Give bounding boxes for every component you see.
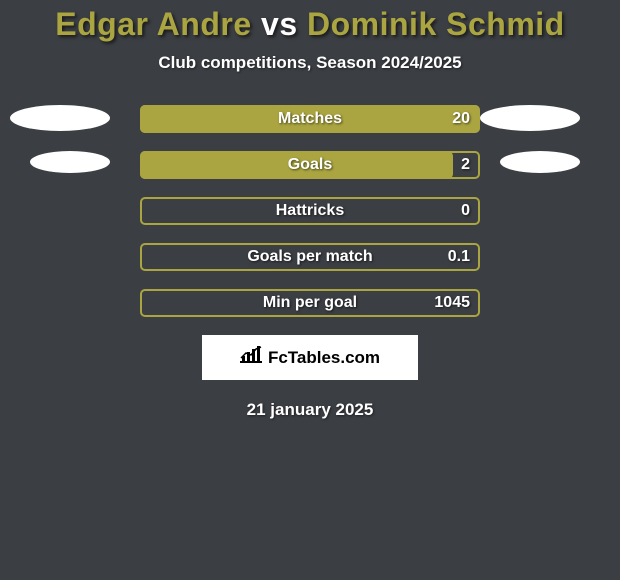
stat-value: 1045 — [140, 289, 470, 317]
page-title: Edgar Andre vs Dominik Schmid — [0, 0, 620, 43]
source-badge-text: FcTables.com — [268, 348, 380, 368]
stat-row: Matches20 — [10, 105, 610, 133]
title-vs: vs — [261, 6, 298, 42]
title-player2: Dominik Schmid — [307, 6, 565, 42]
stat-value: 20 — [140, 105, 470, 133]
comparison-infographic: Edgar Andre vs Dominik Schmid Club compe… — [0, 0, 620, 580]
date-label: 21 january 2025 — [0, 400, 620, 420]
stat-row: Goals per match0.1 — [10, 243, 610, 271]
stat-row: Goals2 — [10, 151, 610, 179]
subtitle: Club competitions, Season 2024/2025 — [0, 53, 620, 73]
stat-value: 0.1 — [140, 243, 470, 271]
title-player1: Edgar Andre — [55, 6, 251, 42]
stat-row: Hattricks0 — [10, 197, 610, 225]
chart-icon — [240, 346, 262, 369]
source-badge: FcTables.com — [202, 335, 418, 380]
stat-row: Min per goal1045 — [10, 289, 610, 317]
stat-value: 0 — [140, 197, 470, 225]
stats-area: Matches20 Goals2 Hattricks0 Goals per match… — [0, 105, 620, 317]
stat-value: 2 — [140, 151, 470, 179]
